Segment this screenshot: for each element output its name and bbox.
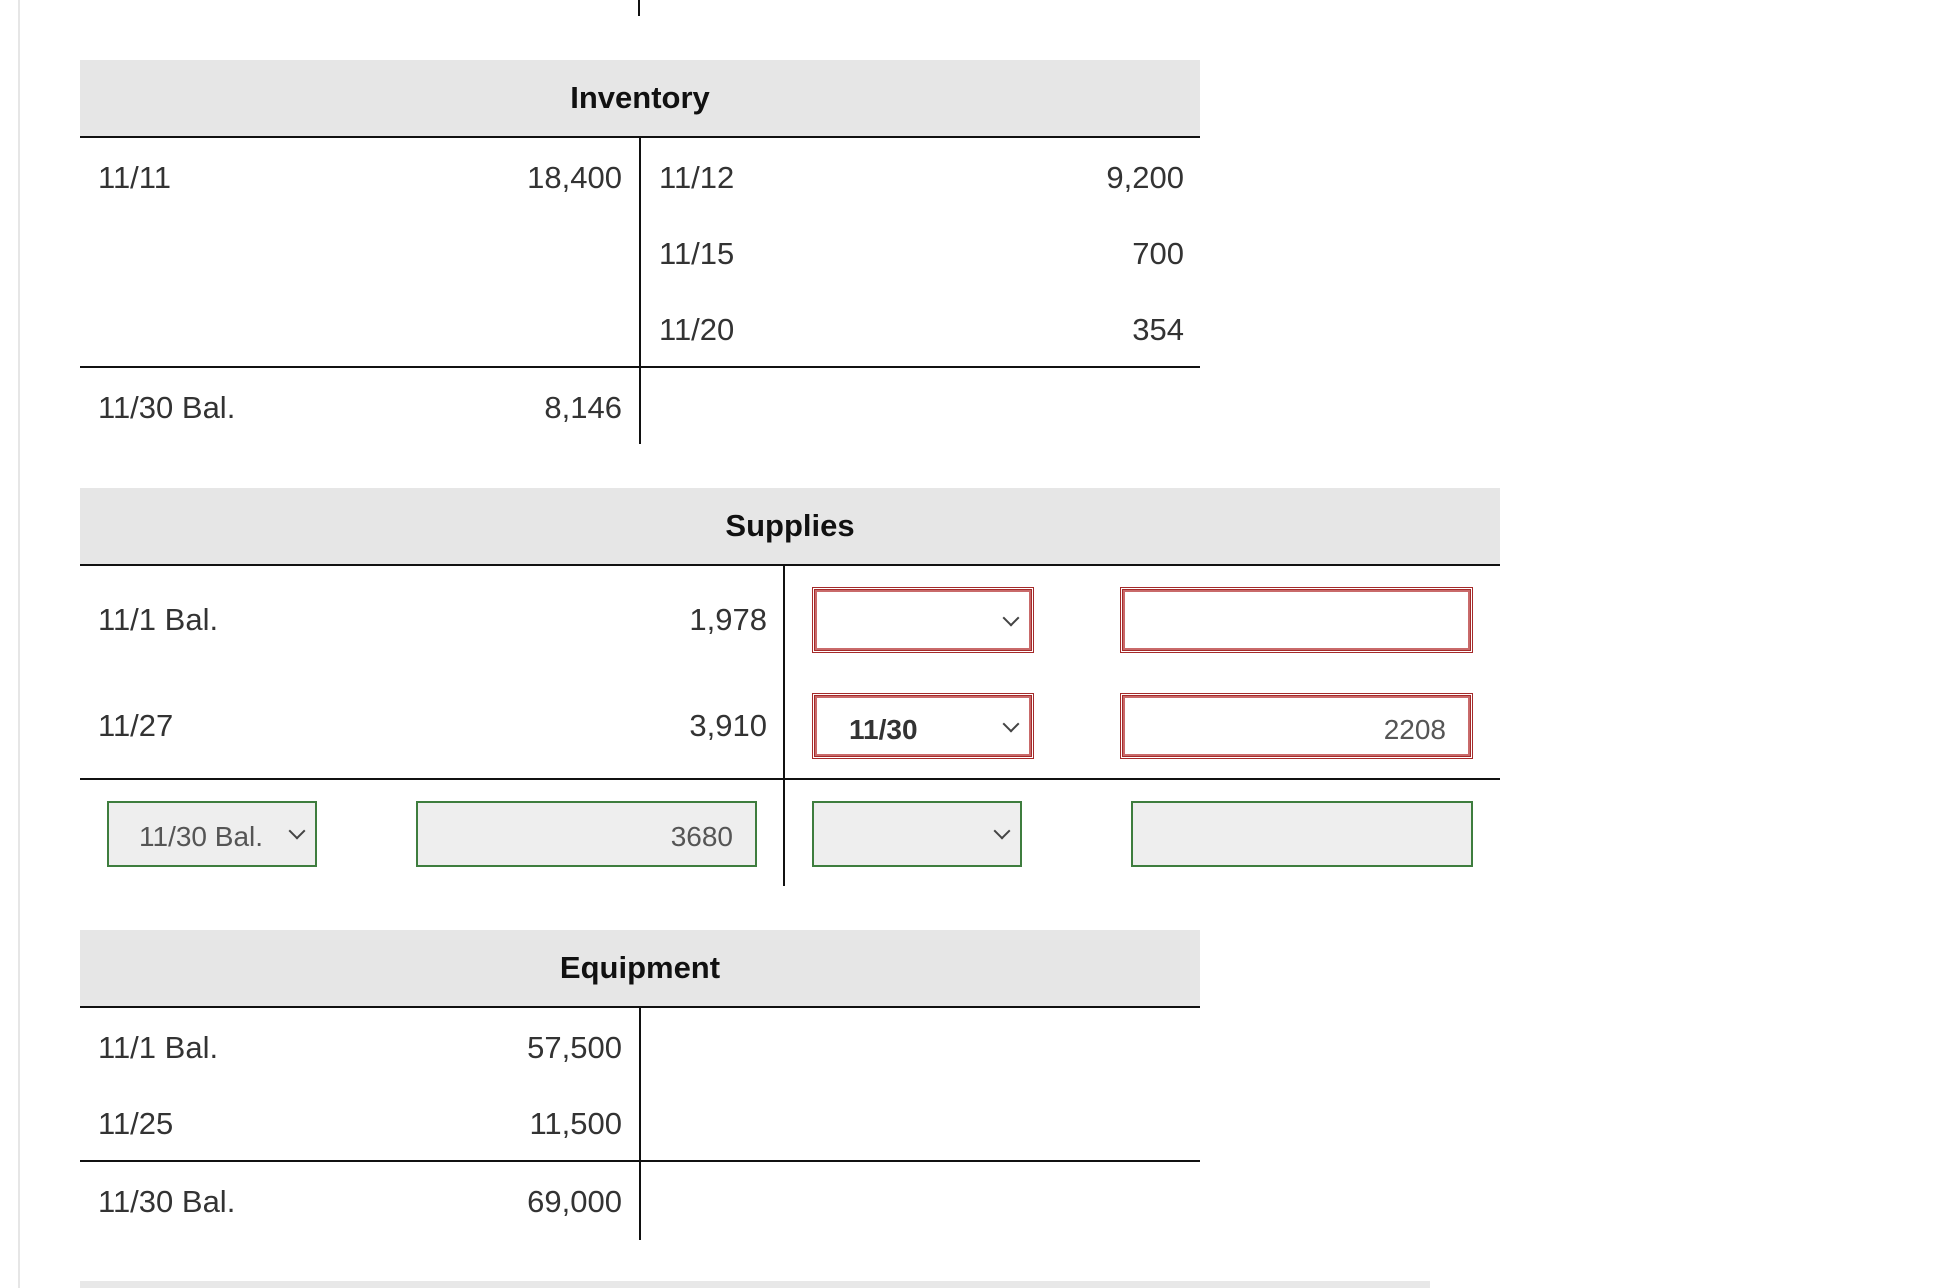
equipment-balance-amount: 69,000	[527, 1184, 622, 1219]
select-value: 11/30 Bal.	[139, 821, 264, 852]
supplies-credit-amount-input[interactable]	[1120, 587, 1473, 653]
supplies-t-vertical	[783, 566, 785, 886]
equipment-debit-date: 11/25	[98, 1106, 174, 1141]
supplies-debit-amount: 1,978	[689, 602, 767, 637]
page-left-border	[18, 0, 20, 1288]
supplies-debit-amount: 3,910	[689, 708, 767, 743]
inventory-t-account: Inventory 11/11 18,400 11/12 9,200 11/15…	[80, 60, 1200, 444]
equipment-balance-date: 11/30 Bal.	[98, 1184, 236, 1219]
equipment-title: Equipment	[80, 930, 1200, 1008]
inventory-debit-amount: 18,400	[527, 160, 622, 195]
supplies-title: Supplies	[80, 488, 1500, 566]
next-account-header-edge	[80, 1281, 1430, 1288]
supplies-credit-amount-input[interactable]: 2208	[1120, 693, 1473, 759]
chevron-down-icon	[993, 822, 1011, 840]
supplies-balance-rule	[80, 778, 1500, 780]
input-value: 3680	[670, 821, 733, 852]
chevron-down-icon	[288, 822, 306, 840]
chevron-down-icon	[1002, 715, 1020, 733]
equipment-debit-amount: 57,500	[527, 1030, 622, 1065]
inventory-credit-amount: 354	[1132, 312, 1184, 347]
select-value: 11/30	[849, 714, 918, 745]
supplies-credit-date-select[interactable]: 11/30	[812, 693, 1034, 759]
inventory-credit-date: 11/15	[659, 236, 735, 271]
supplies-debit-date: 11/27	[98, 708, 174, 743]
inventory-credit-amount: 9,200	[1106, 160, 1184, 195]
supplies-credit-date-select[interactable]	[812, 587, 1034, 653]
chevron-down-icon	[1002, 609, 1020, 627]
supplies-t-account: Supplies 11/1 Bal. 1,978 11/27 3,910 11/…	[80, 488, 1500, 886]
supplies-balance-credit-date-select[interactable]	[812, 801, 1022, 867]
supplies-balance-amount-input[interactable]: 3680	[416, 801, 757, 867]
inventory-balance-date: 11/30 Bal.	[98, 390, 236, 425]
equipment-balance-rule	[80, 1160, 1200, 1162]
inventory-t-vertical	[639, 138, 641, 444]
inventory-credit-date: 11/20	[659, 312, 735, 347]
equipment-debit-date: 11/1 Bal.	[98, 1030, 219, 1065]
inventory-credit-amount: 700	[1132, 236, 1184, 271]
inventory-debit-date: 11/11	[98, 160, 171, 195]
equipment-t-account: Equipment 11/1 Bal. 57,500 11/25 11,500 …	[80, 930, 1200, 1240]
inventory-balance-amount: 8,146	[544, 390, 622, 425]
supplies-balance-credit-amount-input[interactable]	[1131, 801, 1473, 867]
inventory-title: Inventory	[80, 60, 1200, 138]
equipment-debit-amount: 11,500	[529, 1106, 622, 1141]
inventory-credit-date: 11/12	[659, 160, 735, 195]
inventory-balance-rule	[80, 366, 1200, 368]
equipment-t-vertical	[639, 1008, 641, 1240]
previous-account-tline	[638, 0, 640, 16]
supplies-debit-date: 11/1 Bal.	[98, 602, 219, 637]
input-value: 2208	[1383, 714, 1446, 745]
supplies-balance-date-select[interactable]: 11/30 Bal.	[107, 801, 317, 867]
